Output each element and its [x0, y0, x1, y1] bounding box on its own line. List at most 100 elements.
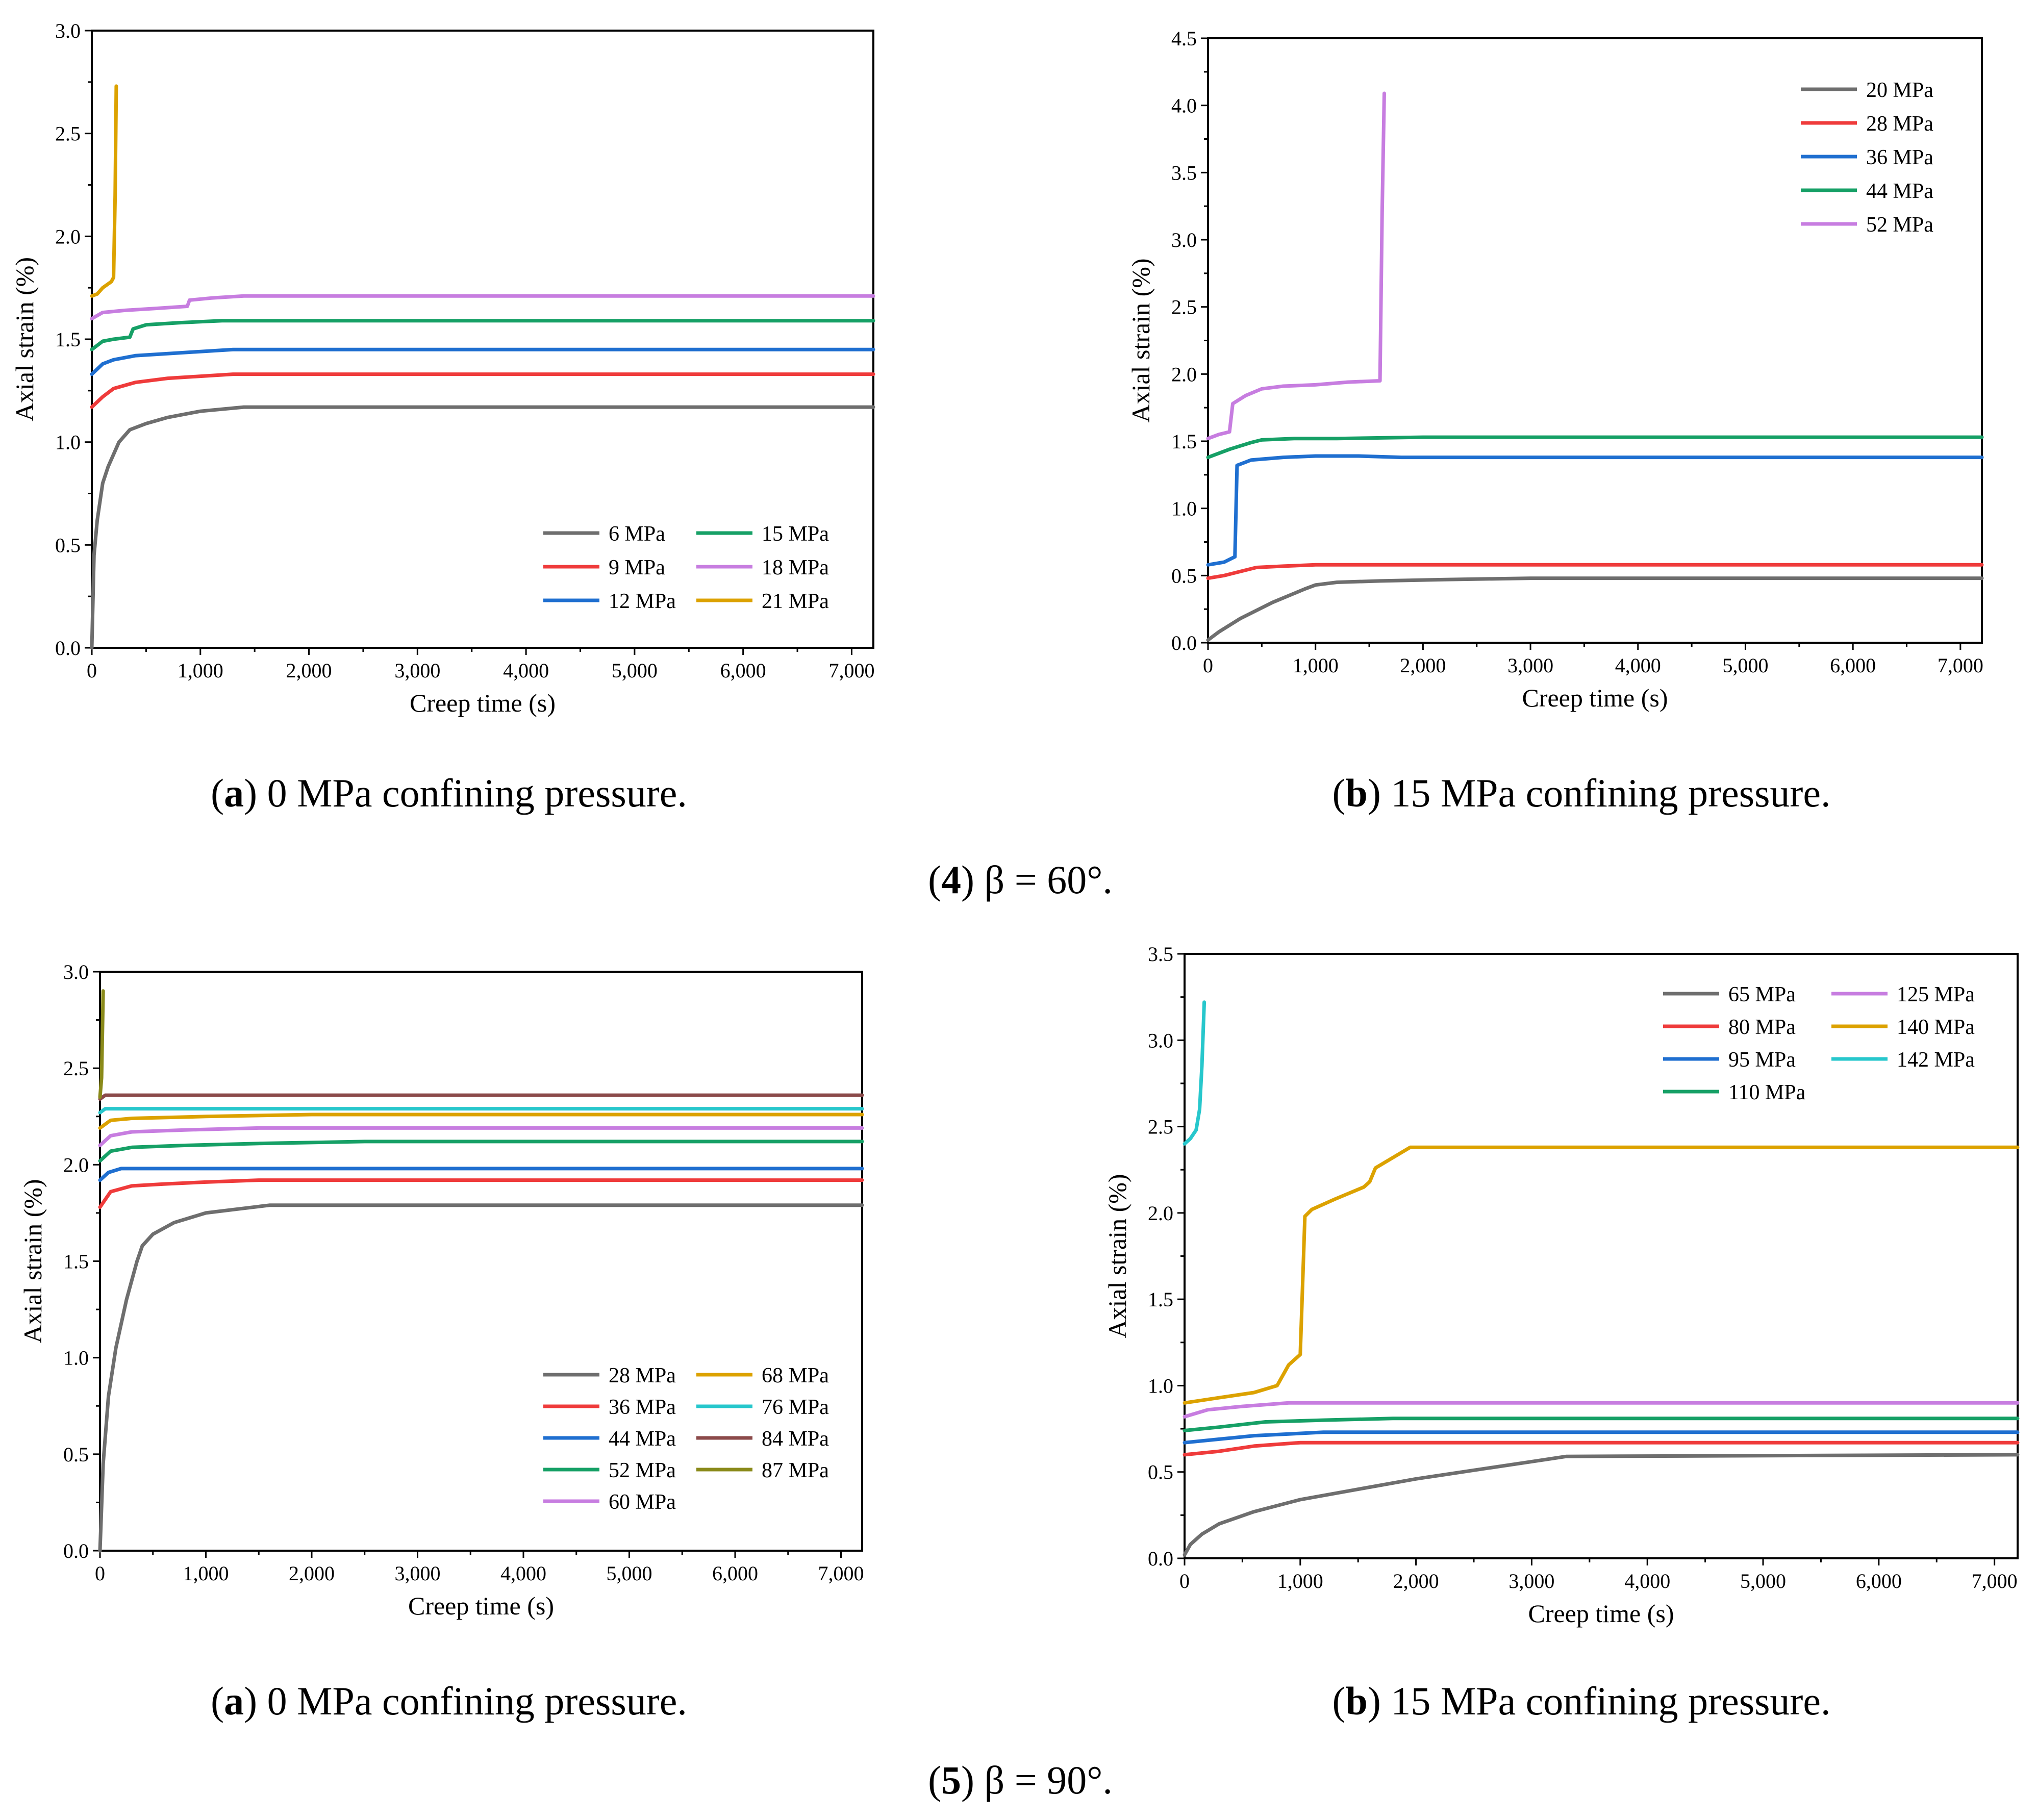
x-tick-label-5a: 0: [95, 1562, 105, 1585]
x-tick-label-5b: 0: [1179, 1570, 1190, 1592]
legend-label-5a-1: 36 MPa: [609, 1396, 676, 1419]
y-tick-label-5b: 3.0: [1148, 1029, 1173, 1052]
y-tick-label-4a: 2.5: [55, 122, 81, 145]
series-line-4b-4: [1206, 91, 1386, 441]
x-tick-label-4b: 2,000: [1400, 654, 1446, 677]
y-tick-label-5b: 2.5: [1148, 1116, 1173, 1139]
y-tick-label-5a: 3.0: [63, 960, 89, 983]
series-line-5b-1: [1183, 1440, 2020, 1457]
y-tick-label-4a: 1.0: [55, 431, 81, 454]
x-tick-label-4a: 3,000: [394, 659, 440, 682]
series-line-5a-8: [98, 989, 105, 1099]
plot-frame-4a: [91, 30, 874, 649]
y-tick-label-5a: 1.5: [63, 1250, 89, 1273]
x-tick-label-5b: 2,000: [1393, 1570, 1439, 1592]
legend-label-4a-3: 15 MPa: [762, 522, 829, 546]
series-line-5b-6: [1183, 1000, 1206, 1146]
series-line-4a-2: [90, 347, 875, 376]
x-tick-label-4a: 7,000: [828, 659, 874, 682]
x-axis-label-5b: Creep time (s): [1528, 1599, 1674, 1628]
x-tick-label-4b: 6,000: [1830, 654, 1876, 677]
legend-label-4b-4: 52 MPa: [1866, 213, 1933, 237]
y-tick-label-5a: 0.0: [63, 1539, 89, 1562]
legend-label-5a-5: 68 MPa: [762, 1364, 829, 1387]
legend-label-4b-1: 28 MPa: [1866, 112, 1933, 136]
x-tick-label-4b: 1,000: [1293, 654, 1339, 677]
plot-frame-5a: [99, 971, 863, 1552]
series-line-5b-4: [1183, 1401, 2020, 1419]
group-label-5: (5) β = 90°.: [928, 1758, 1113, 1802]
series-line-5a-6: [98, 1107, 864, 1115]
y-tick-label-5b: 0.0: [1148, 1547, 1173, 1570]
x-tick-label-5a: 7,000: [818, 1562, 864, 1585]
y-tick-label-4b: 3.0: [1171, 229, 1197, 251]
legend-label-5a-0: 28 MPa: [609, 1364, 676, 1387]
y-tick-label-4a: 1.5: [55, 328, 81, 351]
x-tick-label-5b: 6,000: [1856, 1570, 1902, 1592]
series-line-5a-1: [98, 1178, 864, 1209]
caption-5a: (a) 0 MPa confining pressure.: [211, 1679, 687, 1723]
legend-label-5a-6: 76 MPa: [762, 1396, 829, 1419]
series-line-5b-0: [1183, 1453, 2020, 1557]
y-tick-label-5b: 2.0: [1148, 1202, 1173, 1225]
y-tick-label-5b: 1.5: [1148, 1288, 1173, 1311]
legend-label-4a-0: 6 MPa: [609, 522, 665, 546]
y-axis-label-5a: Axial strain (%): [18, 1179, 47, 1343]
y-tick-label-4b: 1.0: [1171, 497, 1197, 520]
caption-5b: (b) 15 MPa confining pressure.: [1332, 1679, 1831, 1723]
legend-label-5b-5: 140 MPa: [1897, 1016, 1975, 1039]
series-line-5b-3: [1183, 1417, 2020, 1432]
x-tick-label-5b: 7,000: [1972, 1570, 2018, 1592]
x-tick-label-5b: 3,000: [1508, 1570, 1554, 1592]
x-tick-label-4b: 5,000: [1722, 654, 1768, 677]
series-line-4a-0: [90, 405, 875, 650]
x-tick-label-5b: 4,000: [1624, 1570, 1670, 1592]
legend-label-4b-3: 44 MPa: [1866, 180, 1933, 203]
series-line-4b-3: [1206, 435, 1984, 460]
series-line-5a-5: [98, 1113, 864, 1130]
legend-label-5b-0: 65 MPa: [1728, 983, 1796, 1006]
x-tick-label-4a: 5,000: [612, 659, 658, 682]
y-axis-label-5b: Axial strain (%): [1103, 1174, 1131, 1338]
x-tick-label-4a: 6,000: [720, 659, 766, 682]
y-tick-label-4b: 2.0: [1171, 363, 1197, 386]
y-tick-label-5b: 1.0: [1148, 1374, 1173, 1397]
x-tick-label-4a: 0: [87, 659, 97, 682]
y-tick-label-5a: 1.0: [63, 1347, 89, 1370]
x-tick-label-5a: 1,000: [183, 1562, 229, 1585]
y-tick-label-5b: 0.5: [1148, 1461, 1173, 1484]
y-tick-label-4a: 3.0: [55, 19, 81, 42]
x-tick-label-5a: 4,000: [500, 1562, 546, 1585]
x-axis-label-4b: Creep time (s): [1522, 684, 1668, 712]
plot-frame-5b: [1184, 953, 2019, 1559]
legend-label-5b-4: 125 MPa: [1897, 983, 1975, 1006]
x-tick-label-4a: 1,000: [178, 659, 223, 682]
y-tick-label-4b: 1.5: [1171, 430, 1197, 453]
y-tick-label-5a: 0.5: [63, 1443, 89, 1466]
x-tick-label-5b: 1,000: [1277, 1570, 1323, 1592]
legend-label-5a-8: 87 MPa: [762, 1459, 829, 1482]
legend-label-4a-1: 9 MPa: [609, 556, 665, 579]
x-axis-label-4a: Creep time (s): [410, 689, 556, 717]
legend-label-5a-7: 84 MPa: [762, 1427, 829, 1451]
series-line-5b-5: [1183, 1145, 2020, 1405]
legend-label-4a-5: 21 MPa: [762, 590, 829, 613]
y-tick-label-4b: 0.0: [1171, 631, 1197, 654]
x-tick-label-4b: 7,000: [1938, 654, 1983, 677]
y-tick-label-4b: 4.0: [1171, 94, 1197, 117]
x-tick-label-4a: 4,000: [503, 659, 549, 682]
y-tick-label-4b: 3.5: [1171, 161, 1197, 184]
y-tick-label-5b: 3.5: [1148, 943, 1173, 966]
legend-label-5a-4: 60 MPa: [609, 1490, 676, 1514]
x-tick-label-5a: 3,000: [395, 1562, 441, 1585]
series-line-4a-3: [90, 319, 875, 351]
y-tick-label-5a: 2.5: [63, 1057, 89, 1080]
legend-label-4b-0: 20 MPa: [1866, 79, 1933, 102]
legend-label-5b-2: 95 MPa: [1728, 1048, 1796, 1072]
caption-4a: (a) 0 MPa confining pressure.: [211, 771, 687, 815]
series-line-4b-1: [1206, 563, 1984, 580]
legend-label-5a-2: 44 MPa: [609, 1427, 676, 1451]
x-tick-label-5a: 6,000: [712, 1562, 758, 1585]
y-tick-label-4a: 0.0: [55, 637, 81, 660]
series-line-5b-2: [1183, 1430, 2020, 1445]
